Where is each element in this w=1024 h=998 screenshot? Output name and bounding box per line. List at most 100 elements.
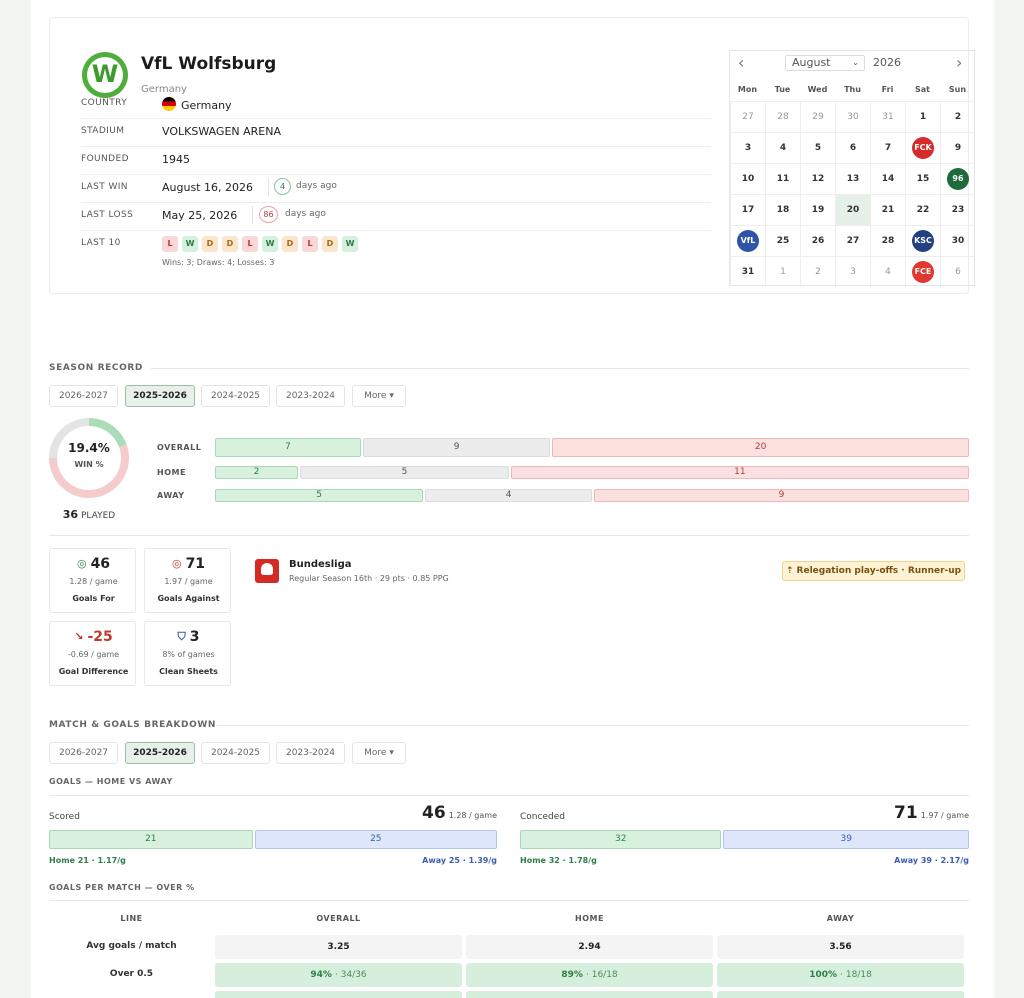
calendar-day[interactable]: 4	[870, 256, 905, 287]
calendar-day[interactable]: 96	[940, 163, 975, 194]
form-badge: D	[322, 236, 338, 252]
calendar-day[interactable]: 14	[870, 163, 905, 194]
season-tab[interactable]: 2025-2026	[125, 742, 195, 764]
season-tab[interactable]: 2026-2027	[49, 385, 118, 407]
info-value: Germany	[162, 97, 232, 112]
calendar-day[interactable]: 13	[835, 163, 870, 194]
season-tab[interactable]: 2024-2025	[201, 742, 270, 764]
season-tab[interactable]: 2023-2024	[276, 742, 345, 764]
calendar-day[interactable]: 7	[870, 132, 905, 163]
calendar-day[interactable]: 29	[800, 101, 835, 132]
scored-total: 46 1.28 / game	[422, 803, 497, 823]
calendar-day[interactable]: 1	[905, 101, 940, 132]
days-badge: 4	[274, 178, 291, 195]
stat-per-game: 1.97 / game	[164, 577, 213, 586]
weekday-header: Tue	[774, 85, 791, 94]
calendar-day[interactable]: 26	[800, 225, 835, 256]
calendar-day[interactable]: 30	[940, 225, 975, 256]
calendar-day[interactable]: 1	[765, 256, 800, 287]
info-row-stadium: STADIUM VOLKSWAGEN ARENA	[81, 119, 711, 147]
form-badge: D	[202, 236, 218, 252]
calendar-day[interactable]: KSC	[905, 225, 940, 256]
month-select[interactable]: August ⌄	[785, 55, 865, 71]
cell-next-row	[466, 991, 713, 998]
next-month-button[interactable]: ›	[956, 53, 963, 72]
divider	[49, 795, 969, 796]
weekday-header: Fri	[881, 85, 894, 94]
fixture-calendar: ‹ August ⌄ 2026 › Mon Tue Wed Thu Fri Sat Sun 27…	[729, 50, 975, 287]
calendar-day[interactable]: 31	[870, 101, 905, 132]
form-badge: W	[342, 236, 358, 252]
info-label: STADIUM	[81, 126, 125, 136]
col-header-line: LINE	[120, 914, 143, 923]
info-row-founded: FOUNDED 1945	[81, 147, 711, 175]
calendar-day[interactable]: 2	[940, 101, 975, 132]
calendar-day[interactable]: 22	[905, 194, 940, 225]
season-tab[interactable]: 2026-2027	[49, 742, 118, 764]
year-label[interactable]: 2026	[873, 56, 901, 69]
cell-away: 3.56	[717, 935, 964, 959]
cell-next-row	[215, 991, 462, 998]
stat-label: Clean Sheets	[159, 667, 218, 676]
calendar-day[interactable]: 28	[765, 101, 800, 132]
calendar-day[interactable]: 12	[800, 163, 835, 194]
stat-label: Goal Difference	[58, 667, 129, 676]
calendar-day[interactable]: FCK	[905, 132, 940, 163]
calendar-day[interactable]: 20	[835, 194, 870, 225]
scored-home-note: Home 21 · 1.17/g	[49, 856, 126, 865]
calendar-day[interactable]: 30	[835, 101, 870, 132]
form-badge: L	[162, 236, 178, 252]
info-value: August 16, 2026	[162, 181, 253, 194]
calendar-day[interactable]: 15	[905, 163, 940, 194]
calendar-day[interactable]: 11	[765, 163, 800, 194]
weekday-header: Thu	[844, 85, 861, 94]
conceded-label: Conceded	[520, 812, 565, 822]
calendar-day[interactable]: 31	[730, 256, 765, 287]
losses-segment: 11	[510, 466, 969, 479]
record-row-label: HOME	[157, 467, 186, 477]
form-badge: D	[282, 236, 298, 252]
info-value: 1945	[162, 153, 190, 166]
calendar-day[interactable]: 5	[800, 132, 835, 163]
form-summary: Wins: 3; Draws: 4; Losses: 3	[162, 258, 275, 267]
season-tab[interactable]: 2024-2025	[201, 385, 270, 407]
season-tab[interactable]: More ▾	[352, 385, 406, 407]
divider	[49, 535, 969, 536]
season-tab[interactable]: 2023-2024	[276, 385, 345, 407]
calendar-day[interactable]: 3	[835, 256, 870, 287]
stat-card: ⛉ 3 8% of games Clean Sheets	[144, 621, 231, 686]
home-goals-bar: 21	[49, 830, 253, 849]
prev-month-button[interactable]: ‹	[738, 53, 745, 72]
season-tab[interactable]: More ▾	[352, 742, 406, 764]
calendar-day[interactable]: 21	[870, 194, 905, 225]
record-row-label: OVERALL	[157, 442, 202, 452]
cell-home: 89% · 16/18	[466, 963, 713, 987]
team-country: Germany	[141, 84, 187, 95]
calendar-day[interactable]: 19	[800, 194, 835, 225]
calendar-day[interactable]: 23	[940, 194, 975, 225]
calendar-day[interactable]: 25	[765, 225, 800, 256]
calendar-day[interactable]: 9	[940, 132, 975, 163]
form-badge: W	[182, 236, 198, 252]
calendar-day[interactable]: 28	[870, 225, 905, 256]
scored-label: Scored	[49, 812, 80, 822]
calendar-day[interactable]: 3	[730, 132, 765, 163]
calendar-day[interactable]: FCE	[905, 256, 940, 287]
calendar-day[interactable]: 6	[940, 256, 975, 287]
karlsruhe-crest: KSC	[912, 229, 934, 252]
donut-hole	[57, 426, 121, 490]
calendar-day[interactable]: 17	[730, 194, 765, 225]
calendar-day[interactable]: VfL	[730, 225, 765, 256]
wins-segment: 5	[215, 489, 424, 502]
season-tab[interactable]: 2025-2026	[125, 385, 195, 407]
calendar-day[interactable]: 2	[800, 256, 835, 287]
calendar-day[interactable]: 6	[835, 132, 870, 163]
calendar-day[interactable]: 27	[730, 101, 765, 132]
calendar-day[interactable]: 18	[765, 194, 800, 225]
section-title-season-record: SEASON RECORD	[49, 363, 143, 373]
calendar-day[interactable]: 27	[835, 225, 870, 256]
kaiserslautern-crest: FCK	[912, 136, 934, 159]
calendar-day[interactable]: 10	[730, 163, 765, 194]
calendar-day[interactable]: 4	[765, 132, 800, 163]
